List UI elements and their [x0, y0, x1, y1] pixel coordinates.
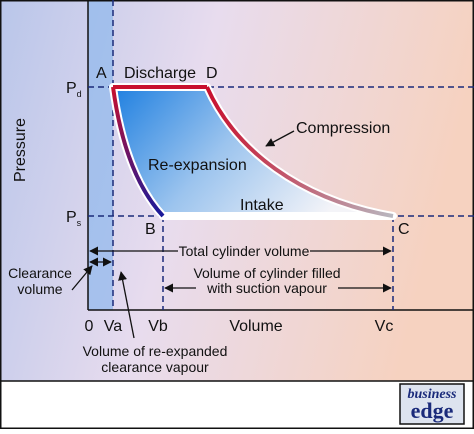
- ps-main: P: [66, 209, 77, 226]
- compression-pointer: [265, 130, 295, 147]
- filled-label-1: Volume of cylinder filled: [193, 265, 340, 281]
- y-axis-label: Pressure: [12, 118, 29, 182]
- total-volume-label: Total cylinder volume: [179, 243, 310, 259]
- reexpanded-label-2: clearance vapour: [101, 359, 209, 375]
- pd-sub: d: [77, 89, 82, 99]
- point-d: D: [206, 65, 218, 82]
- tick-0: 0: [85, 318, 94, 335]
- clearance-strip: [88, 1, 113, 310]
- process-discharge: Discharge: [124, 65, 196, 82]
- tick-vb: Vb: [148, 318, 168, 335]
- clearance-pointer: [71, 265, 93, 291]
- filled-label-2: with suction vapour: [206, 280, 327, 296]
- process-intake: Intake: [240, 197, 284, 214]
- logo-top: business: [407, 387, 457, 402]
- tick-va: Va: [104, 318, 122, 335]
- ps-sub: s: [77, 218, 82, 228]
- expansion-curve: [111, 86, 165, 218]
- point-b: B: [145, 221, 156, 238]
- pd-main: P: [66, 80, 77, 97]
- ps-label: Ps: [66, 209, 82, 228]
- point-a: A: [96, 65, 107, 82]
- process-compression: Compression: [296, 120, 390, 137]
- clearance-label-1: Clearance: [8, 265, 72, 281]
- x-axis-label: Volume: [229, 318, 282, 335]
- reexpanded-label-1: Volume of re-expanded: [83, 343, 228, 359]
- compression-curve: [205, 86, 394, 218]
- pd-label: Pd: [66, 80, 82, 99]
- logo-box: [399, 383, 465, 425]
- clearance-label-2: volume: [17, 281, 62, 297]
- point-c: C: [398, 221, 410, 238]
- tick-vc: Vc: [375, 318, 394, 335]
- process-reexpansion: Re-expansion: [148, 157, 247, 174]
- logo-bottom: edge: [411, 398, 454, 423]
- reexpanded-pointer: [118, 271, 135, 339]
